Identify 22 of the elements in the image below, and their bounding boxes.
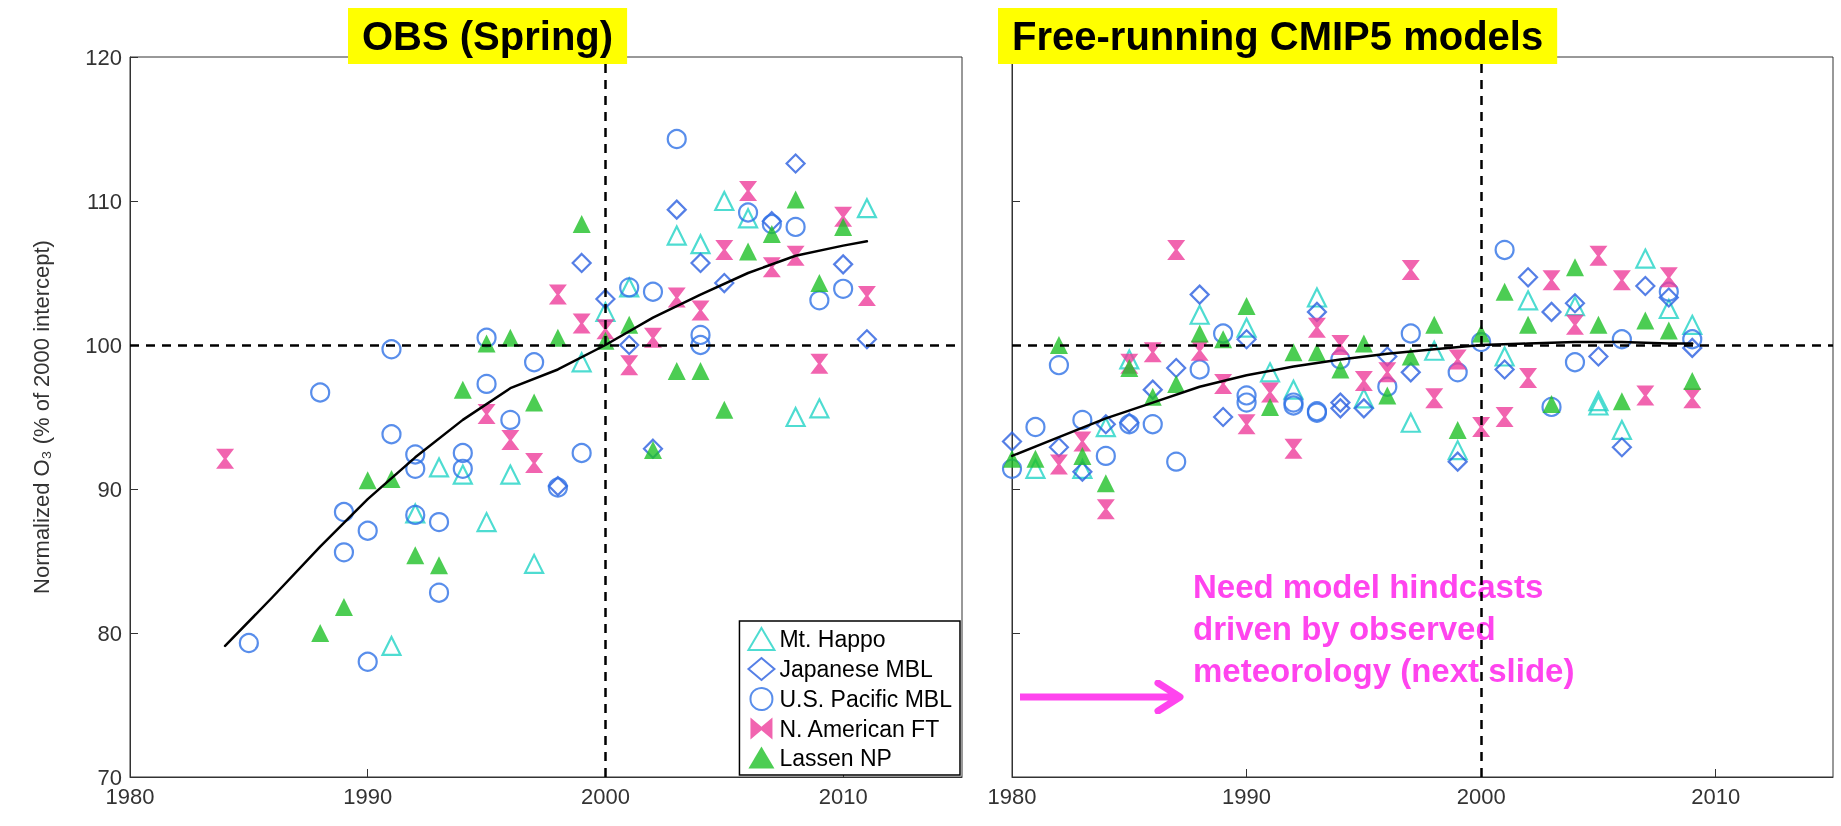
x-tick-label: 2010: [818, 783, 868, 809]
legend-label: Lassen NP: [779, 744, 892, 771]
legend-label: N. American FT: [779, 715, 940, 742]
chart-title: OBS (Spring): [362, 14, 614, 58]
legend-label: U.S. Pacific MBL: [779, 686, 953, 712]
x-tick-label: 1990: [343, 783, 393, 809]
legend-label: Japanese MBL: [779, 656, 934, 682]
chart-title: Free-running CMIP5 models: [1012, 14, 1544, 58]
y-tick-label: 110: [86, 188, 122, 214]
x-tick-label: 2010: [1691, 783, 1741, 809]
x-tick-label: 1980: [987, 783, 1037, 809]
y-tick-label: 100: [85, 332, 122, 358]
y-axis-title: Normalized O₃ (% of 2000 intercept): [28, 240, 54, 594]
legend-label: Mt. Happo: [779, 626, 886, 652]
x-tick-label: 1990: [1222, 783, 1272, 809]
x-tick-label: 2000: [580, 783, 630, 809]
y-tick-label: 70: [97, 764, 122, 790]
y-tick-label: 120: [85, 44, 122, 70]
y-tick-label: 80: [97, 620, 122, 646]
annotation: Need model hindcasts driven by observed meteorology (next slide): [1193, 567, 1575, 689]
x-tick-label: 2000: [1456, 783, 1506, 809]
y-tick-label: 90: [97, 476, 122, 502]
